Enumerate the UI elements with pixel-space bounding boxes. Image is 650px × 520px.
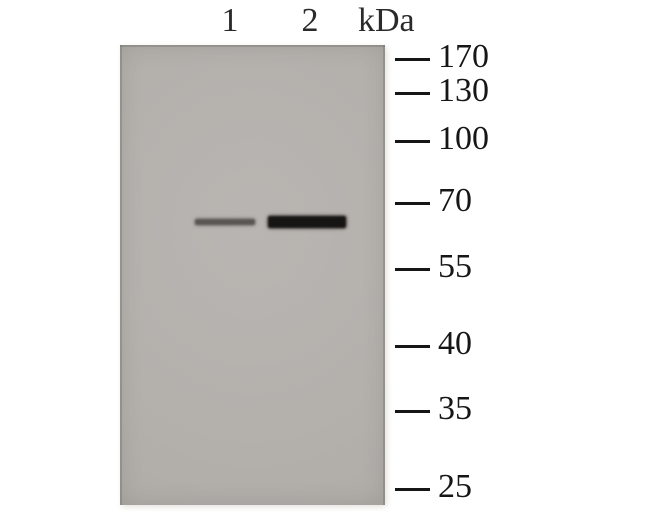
marker-label-35: 35	[438, 390, 472, 428]
membrane-right-edge	[383, 45, 385, 505]
membrane-strip	[120, 45, 385, 505]
membrane-top-edge	[120, 45, 385, 47]
marker-tick-35	[395, 410, 430, 413]
marker-tick-100	[395, 140, 430, 143]
marker-label-100: 100	[438, 120, 489, 158]
marker-label-170: 170	[438, 38, 489, 76]
marker-label-130: 130	[438, 72, 489, 110]
membrane-left-edge	[120, 45, 122, 505]
marker-label-70: 70	[438, 182, 472, 220]
lane-label-2: 2	[295, 2, 325, 40]
marker-tick-40	[395, 345, 430, 348]
marker-label-40: 40	[438, 325, 472, 363]
unit-label: kDa	[358, 2, 415, 40]
marker-tick-55	[395, 268, 430, 271]
marker-label-25: 25	[438, 468, 472, 506]
lane-label-1: 1	[215, 2, 245, 40]
marker-tick-130	[395, 92, 430, 95]
band-lane-2	[268, 216, 346, 228]
marker-tick-70	[395, 202, 430, 205]
marker-label-55: 55	[438, 248, 472, 286]
marker-tick-25	[395, 488, 430, 491]
marker-tick-170	[395, 58, 430, 61]
blot-figure: 1 2 kDa 170130 100 70 55 40 35 25	[0, 0, 650, 520]
band-lane-1	[195, 219, 255, 225]
